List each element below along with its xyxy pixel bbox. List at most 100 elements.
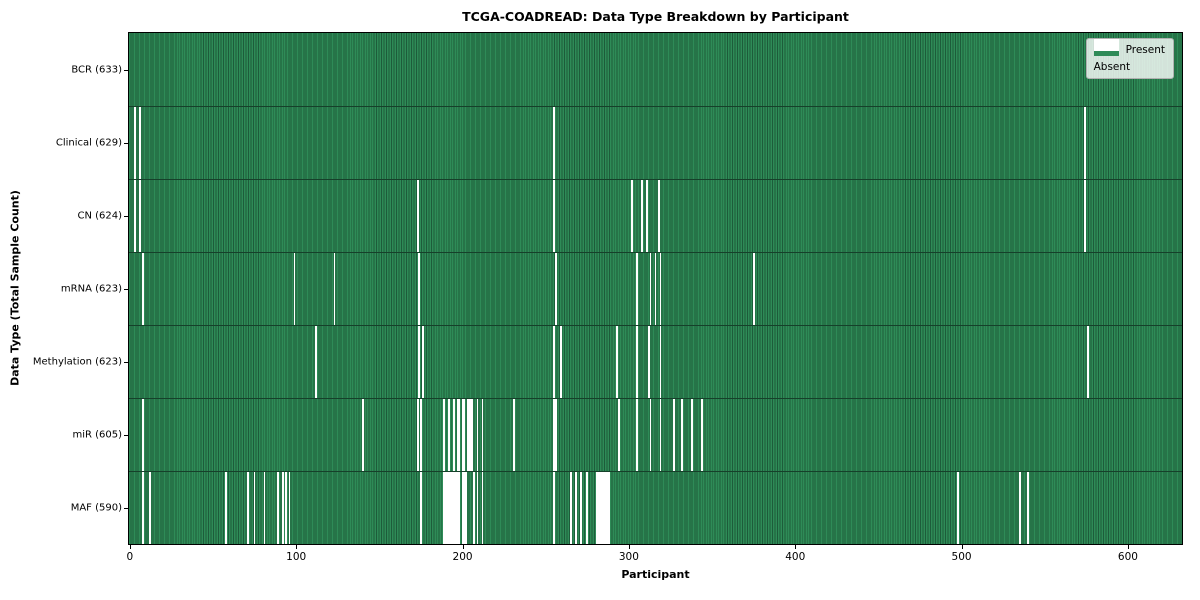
absent-mark xyxy=(641,180,644,252)
x-tick-mark xyxy=(1127,545,1129,549)
x-tick-mark xyxy=(129,545,131,549)
absent-mark xyxy=(553,180,555,252)
absent-mark xyxy=(1018,472,1021,544)
absent-mark xyxy=(1087,326,1089,398)
absent-mark xyxy=(476,472,479,544)
x-tick-label: 0 xyxy=(126,551,134,563)
absent-mark xyxy=(1027,472,1030,544)
absent-mark xyxy=(553,472,555,544)
datatype-row-mRNA xyxy=(129,252,1182,325)
absent-mark xyxy=(253,472,256,544)
legend-label-present: Present xyxy=(1125,44,1165,56)
x-tick-mark xyxy=(961,545,963,549)
legend: Present Absent xyxy=(1085,38,1174,79)
y-tick-mark xyxy=(124,215,128,217)
absent-mark xyxy=(420,399,422,471)
datatype-row-CN xyxy=(129,179,1182,252)
absent-mark xyxy=(263,472,266,544)
absent-mark xyxy=(554,399,557,471)
absent-mark xyxy=(606,472,609,544)
absent-mark xyxy=(285,472,288,544)
absent-mark xyxy=(672,399,675,471)
absent-mark xyxy=(138,107,141,179)
y-tick-label: Clinical (629) xyxy=(55,137,122,148)
absent-mark xyxy=(420,472,422,544)
y-tick-mark xyxy=(124,142,128,144)
absent-mark xyxy=(448,472,451,544)
absent-mark xyxy=(604,472,607,544)
absent-mark xyxy=(454,472,457,544)
legend-label-absent: Absent xyxy=(1093,61,1131,73)
absent-mark xyxy=(148,472,151,544)
absent-mark xyxy=(636,253,639,325)
absent-mark xyxy=(481,399,484,471)
absent-mark xyxy=(559,326,562,398)
absent-mark xyxy=(468,399,471,471)
absent-mark xyxy=(361,399,364,471)
absent-mark xyxy=(443,472,446,544)
absent-mark xyxy=(449,472,452,544)
absent-swatch xyxy=(1093,39,1119,51)
absent-mark xyxy=(133,180,136,252)
absent-mark xyxy=(659,253,662,325)
absent-mark xyxy=(443,399,446,471)
absent-mark xyxy=(646,180,649,252)
absent-mark xyxy=(579,472,582,544)
x-tick-mark xyxy=(296,545,298,549)
absent-mark xyxy=(957,472,960,544)
absent-mark xyxy=(636,399,639,471)
absent-mark xyxy=(142,399,145,471)
legend-item-absent: Absent xyxy=(1093,39,1165,73)
absent-mark xyxy=(752,253,755,325)
absent-mark xyxy=(456,399,459,471)
absent-mark xyxy=(276,472,279,544)
absent-mark xyxy=(603,472,605,544)
absent-mark xyxy=(293,253,296,325)
absent-mark xyxy=(142,253,145,325)
absent-mark xyxy=(461,472,464,544)
absent-mark xyxy=(142,472,145,544)
absent-mark xyxy=(596,472,599,544)
absent-mark xyxy=(616,326,619,398)
x-axis-label: Participant xyxy=(621,568,690,581)
absent-mark xyxy=(458,472,461,544)
absent-mark xyxy=(418,253,421,325)
absent-mark xyxy=(649,253,652,325)
absent-mark xyxy=(225,472,228,544)
absent-mark xyxy=(636,326,639,398)
x-tick-label: 300 xyxy=(618,551,639,563)
absent-mark xyxy=(138,180,141,252)
absent-mark xyxy=(553,107,555,179)
absent-mark xyxy=(463,399,466,471)
absent-mark xyxy=(446,472,449,544)
absent-mark xyxy=(657,180,660,252)
absent-mark xyxy=(618,399,620,471)
absent-mark xyxy=(481,472,484,544)
absent-mark xyxy=(461,399,464,471)
x-tick-label: 400 xyxy=(785,551,806,563)
absent-mark xyxy=(649,399,652,471)
x-tick-label: 100 xyxy=(286,551,307,563)
absent-mark xyxy=(466,399,469,471)
x-tick-mark xyxy=(628,545,630,549)
absent-mark xyxy=(608,472,610,544)
absent-mark xyxy=(553,326,555,398)
absent-mark xyxy=(513,399,515,471)
y-tick-label: CN (624) xyxy=(77,210,122,221)
absent-mark xyxy=(281,472,284,544)
y-tick-label: MAF (590) xyxy=(70,502,122,513)
absent-mark xyxy=(133,107,136,179)
y-tick-label: miR (605) xyxy=(72,429,122,440)
absent-mark xyxy=(453,399,456,471)
absent-mark xyxy=(444,472,447,544)
y-tick-mark xyxy=(124,507,128,509)
absent-mark xyxy=(554,253,557,325)
absent-mark xyxy=(333,253,336,325)
absent-mark xyxy=(654,253,657,325)
absent-mark xyxy=(458,399,461,471)
absent-mark xyxy=(659,326,662,398)
absent-mark xyxy=(659,399,662,471)
absent-mark xyxy=(416,180,419,252)
absent-mark xyxy=(421,326,424,398)
